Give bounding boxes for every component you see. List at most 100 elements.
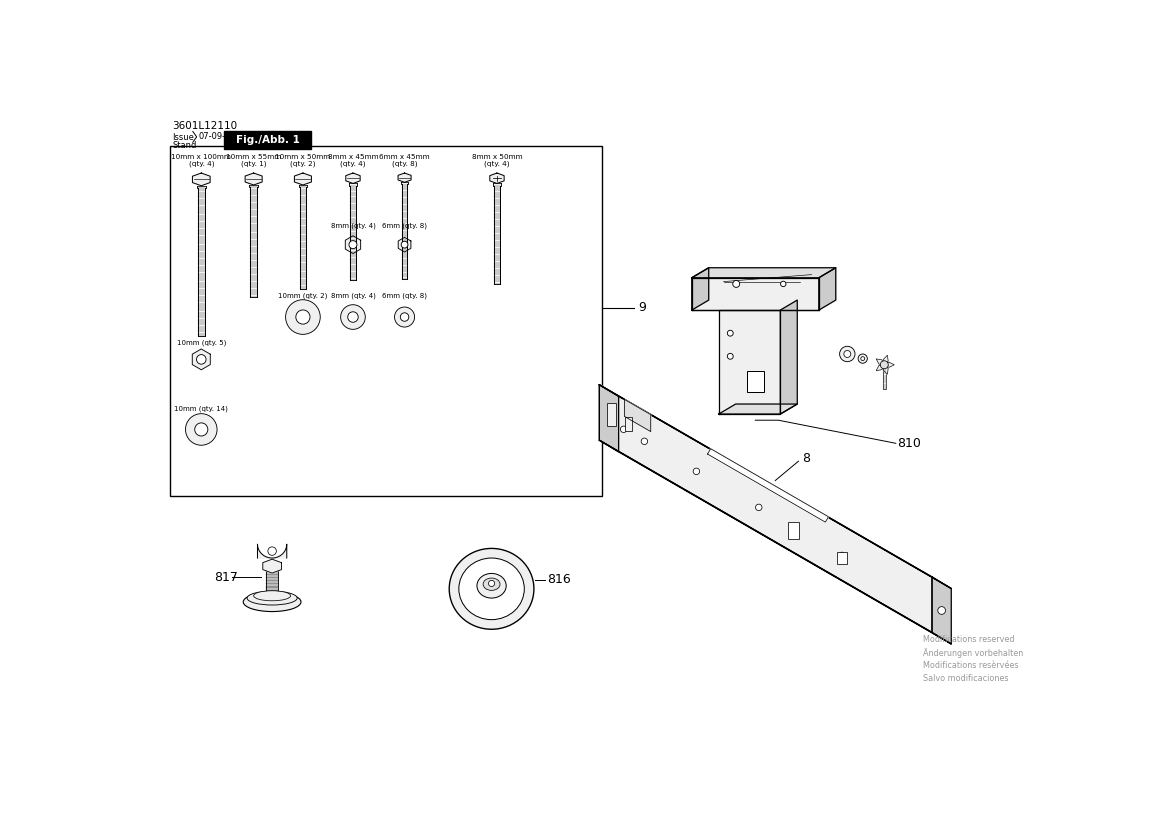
Circle shape [728,330,734,336]
Circle shape [728,354,734,359]
Circle shape [401,313,409,321]
Bar [224,131,311,150]
Circle shape [641,438,647,444]
Circle shape [348,311,359,322]
Text: 6mm (qty. 8): 6mm (qty. 8) [382,223,427,230]
Text: 10mm x 50mm
(qty. 2): 10mm x 50mm (qty. 2) [276,154,331,168]
Circle shape [861,357,864,360]
Bar [883,366,887,389]
Polygon shape [819,268,836,310]
Polygon shape [193,349,210,370]
Circle shape [186,414,217,445]
Text: 8mm x 50mm
(qty. 4): 8mm x 50mm (qty. 4) [472,154,522,168]
Polygon shape [494,186,500,283]
Circle shape [843,350,850,358]
Ellipse shape [484,578,500,591]
Text: 6mm x 45mm
(qty. 8): 6mm x 45mm (qty. 8) [380,154,430,168]
Polygon shape [196,186,206,188]
Polygon shape [599,385,932,633]
Circle shape [296,310,310,324]
Circle shape [756,504,762,510]
Bar [787,522,799,539]
Polygon shape [932,577,951,644]
Bar [607,402,617,425]
Circle shape [839,553,846,558]
Polygon shape [249,185,258,188]
Text: 8mm (qty. 4): 8mm (qty. 4) [331,293,375,299]
Bar [748,371,764,392]
Polygon shape [599,385,619,452]
Text: 10mm (qty. 14): 10mm (qty. 14) [174,406,228,411]
Polygon shape [599,440,951,644]
Ellipse shape [253,591,291,601]
Polygon shape [250,188,257,297]
Polygon shape [691,268,709,310]
Polygon shape [398,173,411,183]
Circle shape [840,346,855,362]
Polygon shape [398,237,411,252]
Polygon shape [876,365,884,371]
Polygon shape [883,355,888,365]
Circle shape [858,354,868,363]
Text: 3601L12110: 3601L12110 [172,121,237,131]
Circle shape [267,547,277,555]
Text: 10mm (qty. 2): 10mm (qty. 2) [278,293,327,299]
Polygon shape [346,173,360,183]
Text: Modifications reserved
Änderungen vorbehalten
Modifications resèrvées
Salvo modi: Modifications reserved Änderungen vorbeh… [923,635,1023,683]
Polygon shape [718,404,798,414]
Circle shape [395,307,415,327]
Polygon shape [883,365,888,374]
Polygon shape [299,185,307,188]
Polygon shape [349,183,356,186]
Ellipse shape [459,558,524,620]
Circle shape [938,606,945,615]
Polygon shape [599,385,951,589]
Circle shape [732,281,739,287]
Bar [171,146,602,496]
Polygon shape [402,184,408,278]
Polygon shape [691,268,836,278]
Circle shape [341,305,366,330]
Circle shape [349,240,357,249]
Polygon shape [346,235,361,254]
Text: Stand: Stand [172,140,196,150]
Circle shape [401,241,408,248]
Polygon shape [876,358,884,365]
Text: 8mm x 45mm
(qty. 4): 8mm x 45mm (qty. 4) [328,154,378,168]
Polygon shape [294,173,312,185]
Polygon shape [193,173,210,186]
Polygon shape [245,173,262,185]
Text: Issue: Issue [172,133,194,142]
Circle shape [693,468,700,475]
Polygon shape [257,544,287,558]
Polygon shape [718,310,780,414]
Text: 10mm x 55mm
(qty. 1): 10mm x 55mm (qty. 1) [227,154,281,168]
Polygon shape [708,449,828,522]
Circle shape [195,423,208,436]
Polygon shape [691,278,819,310]
Ellipse shape [248,591,297,605]
Text: Fig./Abb. 1: Fig./Abb. 1 [236,135,299,145]
Polygon shape [402,183,408,184]
Text: 07-09-10: 07-09-10 [199,132,237,141]
Polygon shape [625,400,651,431]
Text: 8: 8 [802,453,811,465]
Text: 10mm (qty. 5): 10mm (qty. 5) [176,339,225,346]
Text: 6mm (qty. 8): 6mm (qty. 8) [382,293,427,299]
Polygon shape [884,362,895,368]
Polygon shape [489,173,505,183]
Text: 816: 816 [547,573,571,586]
Bar [625,417,632,430]
Ellipse shape [450,548,534,629]
Polygon shape [197,188,204,336]
Circle shape [286,300,320,335]
Circle shape [488,581,495,586]
Polygon shape [350,186,356,280]
Circle shape [620,426,627,433]
Polygon shape [493,183,501,186]
Bar [266,570,278,596]
Text: 10mm x 100mm
(qty. 4): 10mm x 100mm (qty. 4) [172,154,231,168]
Text: 817: 817 [215,571,238,584]
Bar [837,553,847,564]
Text: 9: 9 [639,301,647,314]
